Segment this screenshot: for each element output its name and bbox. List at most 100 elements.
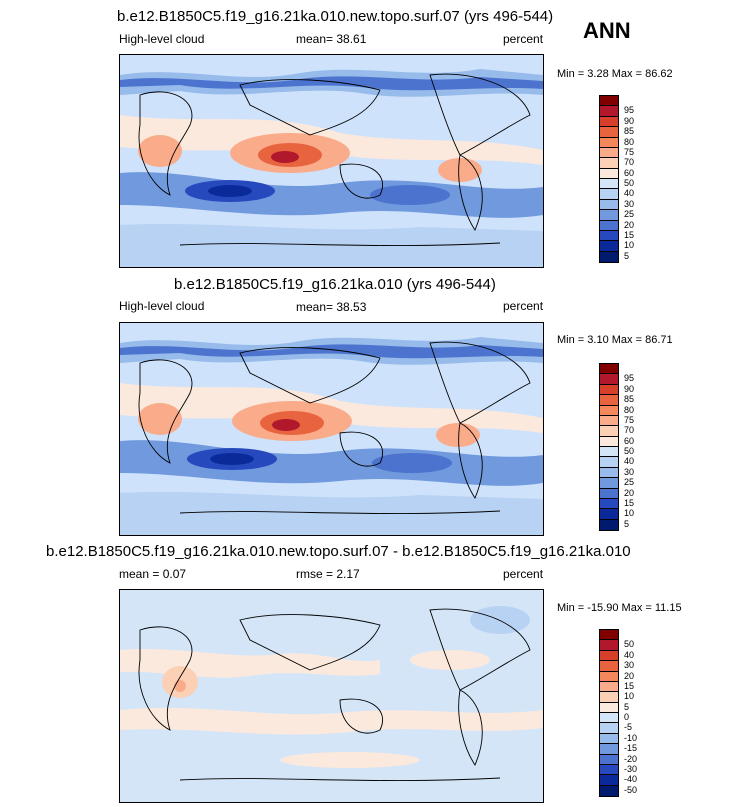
panel2-variable: High-level cloud [119, 299, 205, 313]
panel1-max-label: Max = [611, 68, 643, 80]
panel1-title: b.e12.B1850C5.f19_g16.21ka.010.new.topo.… [117, 8, 554, 25]
panel2-units: percent [503, 299, 544, 313]
colorbar-swatch [600, 661, 618, 672]
colorbar-tick-label: 60 [624, 167, 635, 178]
panel2-mean: mean= 38.53 [296, 300, 366, 314]
colorbar-tick-label: 50 [624, 446, 635, 456]
colorbar-tick-label: 95 [624, 105, 635, 116]
colorbar-swatch [600, 364, 618, 375]
colorbar-swatch [600, 702, 618, 713]
colorbar-tick-label: 25 [624, 477, 635, 488]
colorbar-tick-label: 80 [624, 136, 635, 147]
colorbar-swatch [600, 251, 618, 262]
colorbar-swatch [600, 415, 618, 427]
colorbar-tick-label: -40 [624, 774, 638, 785]
panel2-mean-value: 38.53 [336, 300, 367, 314]
panel3-mean-label: mean = [119, 567, 160, 581]
colorbar-swatch [600, 106, 618, 117]
panel2-mean-label: mean= [296, 300, 334, 314]
colorbar-tick-label: 5 [624, 701, 630, 712]
colorbar-swatch [600, 754, 618, 765]
colorbar-tick-label: 15 [624, 680, 635, 691]
colorbar-swatch [600, 692, 618, 703]
panel3-colorbar [599, 629, 619, 797]
colorbar-tick-label: 0 [624, 712, 630, 722]
colorbar-tick-label: 20 [624, 487, 635, 498]
colorbar-swatch [600, 426, 618, 437]
panel3-rmse-value: 2.17 [336, 567, 360, 581]
panel3-map [119, 589, 544, 803]
season-label: ANN [583, 18, 631, 43]
colorbar-tick-label: 75 [624, 146, 635, 157]
colorbar-tick-label: -15 [624, 743, 638, 754]
colorbar-swatch [600, 764, 618, 776]
colorbar-swatch [600, 189, 618, 200]
colorbar-tick-label: 90 [624, 115, 635, 126]
colorbar-swatch [600, 220, 618, 231]
colorbar-tick-label: 80 [624, 404, 635, 415]
panel3-title: b.e12.B1850C5.f19_g16.21ka.010.new.topo.… [46, 543, 631, 560]
colorbar-tick-label: 10 [624, 508, 635, 519]
colorbar-swatch [600, 519, 618, 530]
colorbar-swatch [600, 116, 618, 128]
colorbar-tick-label: 85 [624, 126, 635, 137]
panel2-min-label: Min = [557, 334, 585, 346]
colorbar-swatch [600, 384, 618, 396]
colorbar-swatch [600, 478, 618, 489]
panel2-title: b.e12.B1850C5.f19_g16.21ka.010 (yrs 496-… [174, 276, 496, 293]
colorbar-swatch [600, 395, 618, 406]
colorbar-tick-label: -20 [624, 753, 638, 764]
colorbar-swatch [600, 374, 618, 385]
colorbar-swatch [600, 127, 618, 138]
colorbar-tick-label: 40 [624, 188, 635, 199]
colorbar-tick-label: 60 [624, 435, 635, 446]
colorbar-swatch [600, 457, 618, 468]
panel1-field [120, 55, 543, 267]
colorbar-tick-label: 10 [624, 240, 635, 251]
colorbar-swatch [600, 179, 618, 190]
colorbar-tick-label: 75 [624, 414, 635, 425]
colorbar-tick-label: 20 [624, 670, 635, 681]
colorbar-tick-label: -50 [624, 784, 638, 795]
panel1-variable: High-level cloud [119, 32, 205, 46]
colorbar-swatch [600, 199, 618, 211]
colorbar-swatch [600, 671, 618, 682]
panel3-min-value: -15.90 [587, 602, 619, 614]
colorbar-swatch [600, 436, 618, 447]
colorbar-swatch [600, 467, 618, 479]
colorbar-tick-label: 25 [624, 209, 635, 220]
panel3-max-value: 11.15 [654, 602, 682, 614]
panel1-units: percent [503, 32, 544, 46]
colorbar-tick-label: 15 [624, 229, 635, 240]
colorbar-swatch [600, 650, 618, 662]
colorbar-swatch [600, 723, 618, 734]
colorbar-tick-label: 10 [624, 691, 635, 702]
panel3-mean: mean = 0.07 [119, 567, 186, 581]
panel1-map [119, 54, 544, 268]
colorbar-swatch [600, 775, 618, 786]
panel2-map [119, 322, 544, 536]
panel1-min-label: Min = [557, 68, 585, 80]
colorbar-swatch [600, 96, 618, 107]
colorbar-swatch [600, 147, 618, 159]
panel2-max-label: Max = [611, 334, 643, 346]
panel3-minmax: Min = -15.90 Max = 11.15 [557, 602, 682, 614]
colorbar-swatch [600, 744, 618, 755]
panel1-mean: mean= 38.61 [296, 32, 366, 46]
colorbar-tick-label: 70 [624, 425, 635, 436]
panel3-units: percent [503, 567, 544, 581]
panel2-max-value: 86.71 [645, 334, 673, 346]
panel3-rmse: rmse = 2.17 [296, 567, 360, 581]
colorbar-tick-label: 30 [624, 466, 635, 477]
panel2-field [120, 323, 543, 535]
panel2-minmax: Min = 3.10 Max = 86.71 [557, 334, 673, 346]
colorbar-tick-label: 5 [624, 518, 630, 529]
colorbar-swatch [600, 137, 618, 148]
panel1-min-value: 3.28 [587, 68, 609, 80]
colorbar-swatch [600, 241, 618, 252]
colorbar-swatch [600, 713, 618, 724]
colorbar-swatch [600, 168, 618, 179]
colorbar-swatch [600, 640, 618, 651]
panel3-mean-value: 0.07 [162, 567, 187, 581]
colorbar-swatch [600, 210, 618, 221]
